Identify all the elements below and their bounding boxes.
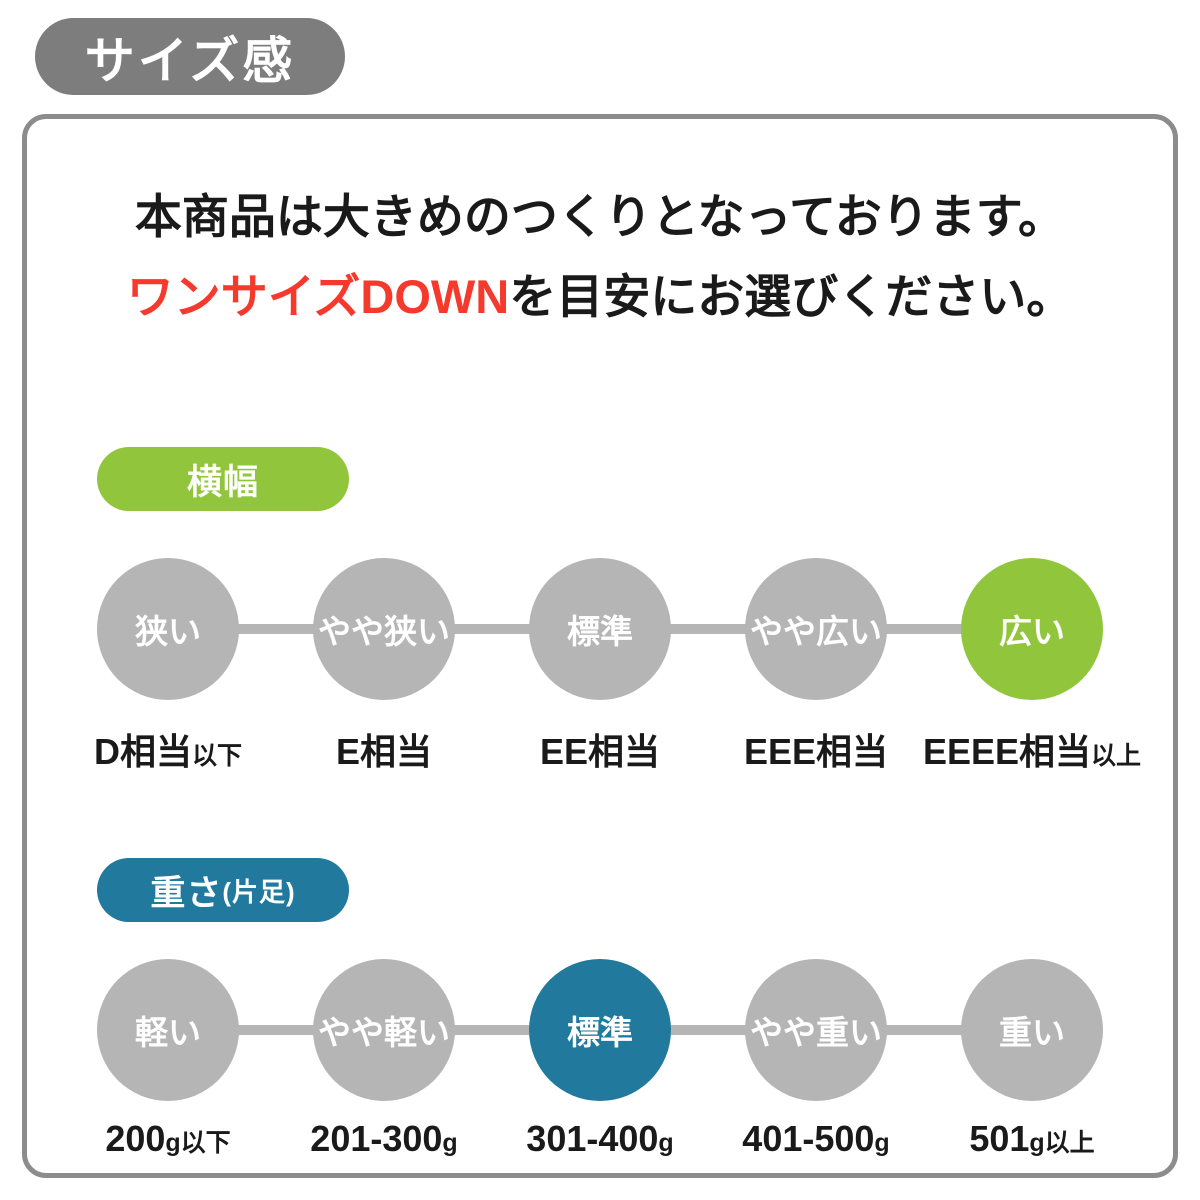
weight-level-heavy-label: 重い bbox=[999, 1014, 1065, 1051]
width-scale-label-5-small: 以上 bbox=[1091, 742, 1142, 770]
weight-scale: 軽い やや軽い 標準 やや重い 重い bbox=[97, 959, 1103, 1101]
width-level-wide-selected: 広い bbox=[961, 558, 1103, 700]
weight-scale-label-3-small: g bbox=[658, 1129, 674, 1157]
size-guide-panel: 本商品は大きめのつくりとなっております。 ワンサイズDOWNを目安にお選びくださ… bbox=[22, 114, 1178, 1178]
description-line-1: 本商品は大きめのつくりとなっております。 bbox=[134, 190, 1066, 243]
description-line-2: ワンサイズDOWNを目安にお選びください。 bbox=[97, 257, 1103, 337]
width-scale-labels: D相当 以下 E相当 EE相当 EEE相当 EEEE相当 以上 bbox=[94, 723, 1141, 775]
width-level-standard: 標準 bbox=[529, 558, 671, 700]
page-title-badge: サイズ感 bbox=[35, 18, 345, 95]
description-text: 本商品は大きめのつくりとなっております。 ワンサイズDOWNを目安にお選びくださ… bbox=[97, 177, 1103, 337]
weight-scale-label-4-small: g bbox=[874, 1129, 890, 1157]
weight-scale-label-3: 301-400 g bbox=[526, 1118, 674, 1160]
weight-section-badge-sublabel: (片足) bbox=[222, 876, 296, 907]
width-level-somewhat-narrow: やや狭い bbox=[313, 558, 455, 700]
weight-scale-label-1: 200 g以下 bbox=[97, 1118, 239, 1160]
width-scale-label-5: EEEE相当 以上 bbox=[923, 723, 1141, 775]
width-scale-label-4-main: EEE相当 bbox=[743, 731, 889, 772]
width-scale-label-4: EEE相当 bbox=[743, 723, 889, 775]
weight-level-somewhat-light-label: やや軽い bbox=[318, 1014, 450, 1051]
width-level-somewhat-wide-label: やや広い bbox=[750, 613, 882, 650]
weight-scale-labels: 200 g以下 201-300 g 301-400 g 401-500 g 501 g以上 bbox=[97, 1118, 1103, 1160]
weight-scale-label-3-main: 301-400 bbox=[526, 1118, 659, 1159]
weight-level-somewhat-light: やや軽い bbox=[313, 959, 455, 1101]
width-scale-label-3: EE相当 bbox=[529, 723, 671, 775]
weight-level-standard-label: 標準 bbox=[567, 1014, 633, 1051]
width-section-badge-label: 横幅 bbox=[186, 462, 259, 502]
weight-scale-label-5: 501 g以上 bbox=[961, 1118, 1103, 1160]
weight-level-heavy: 重い bbox=[961, 959, 1103, 1101]
weight-level-somewhat-heavy: やや重い bbox=[745, 959, 887, 1101]
width-scale-label-5-main: EEEE相当 bbox=[922, 731, 1092, 772]
weight-scale-label-5-small: g以上 bbox=[1029, 1129, 1095, 1157]
width-scale-label-2-main: E相当 bbox=[335, 731, 432, 772]
description-highlight: ワンサイズDOWN bbox=[126, 270, 510, 323]
weight-level-light-label: 軽い bbox=[135, 1014, 201, 1051]
description-line-2-rest: を目安にお選びください。 bbox=[509, 270, 1074, 323]
weight-scale-label-4: 401-500 g bbox=[742, 1118, 890, 1160]
width-level-standard-label: 標準 bbox=[567, 613, 633, 650]
width-scale-label-1: D相当 以下 bbox=[94, 723, 243, 775]
width-scale-label-2: E相当 bbox=[313, 723, 455, 775]
page-title: サイズ感 bbox=[84, 32, 296, 89]
width-scale-label-1-small: 以下 bbox=[192, 742, 243, 770]
weight-scale-label-1-main: 200 bbox=[105, 1118, 166, 1159]
weight-scale-label-5-main: 501 bbox=[969, 1118, 1030, 1159]
width-section-badge: 横幅 bbox=[97, 447, 349, 511]
weight-level-standard-selected: 標準 bbox=[529, 959, 671, 1101]
width-scale-label-1-main: D相当 bbox=[94, 731, 192, 772]
width-level-somewhat-wide: やや広い bbox=[745, 558, 887, 700]
weight-scale-label-2-small: g bbox=[442, 1129, 458, 1157]
width-scale: 狭い やや狭い 標準 やや広い 広い bbox=[97, 558, 1103, 700]
width-level-wide-label: 広い bbox=[999, 613, 1065, 650]
weight-scale-label-2: 201-300 g bbox=[310, 1118, 458, 1160]
weight-level-somewhat-heavy-label: やや重い bbox=[750, 1014, 882, 1051]
width-level-somewhat-narrow-label: やや狭い bbox=[318, 613, 450, 650]
weight-section-badge: 重さ (片足) bbox=[97, 858, 349, 922]
weight-scale-label-4-main: 401-500 bbox=[742, 1118, 875, 1159]
width-level-narrow: 狭い bbox=[97, 558, 239, 700]
weight-section-badge-label: 重さ bbox=[150, 873, 223, 913]
weight-level-light: 軽い bbox=[97, 959, 239, 1101]
weight-scale-label-1-small: g以下 bbox=[165, 1129, 231, 1157]
weight-scale-label-2-main: 201-300 bbox=[310, 1118, 443, 1159]
width-level-narrow-label: 狭い bbox=[135, 613, 201, 650]
width-scale-label-3-main: EE相当 bbox=[539, 731, 661, 772]
